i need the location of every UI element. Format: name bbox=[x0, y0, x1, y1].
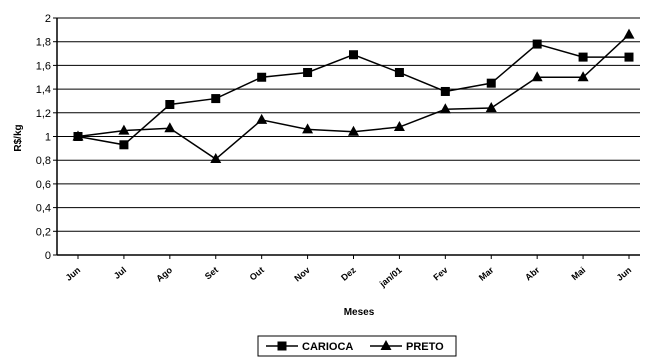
y-tick-label: 1,8 bbox=[36, 37, 51, 49]
y-axis-ticks: 0 0,2 0,4 0,6 0,8 1 1,2 1,4 1,6 1,8 2 bbox=[36, 13, 57, 262]
y-tick-label: 0,6 bbox=[36, 179, 51, 191]
legend-marker-carioca bbox=[277, 341, 287, 351]
data-point-preto bbox=[256, 113, 268, 124]
y-tick-label: 2 bbox=[45, 13, 51, 25]
data-point-preto bbox=[118, 124, 130, 135]
x-axis-ticks: Jun Jul Ago Set Out Nov Dez jan/01 Fev Mar Abr Mai J… bbox=[64, 255, 634, 290]
data-point-preto bbox=[210, 153, 222, 164]
x-tick-label: Fev bbox=[431, 265, 449, 283]
x-tick-label: Out bbox=[248, 265, 266, 283]
y-tick-label: 1,4 bbox=[36, 84, 51, 96]
data-point-carioca bbox=[624, 52, 634, 62]
data-point-carioca bbox=[532, 39, 542, 49]
x-tick-label: jan/01 bbox=[377, 265, 404, 290]
data-point-carioca bbox=[394, 68, 404, 78]
y-tick-label: 0,4 bbox=[36, 203, 51, 215]
x-tick-label: Jun bbox=[64, 265, 83, 283]
grid-lines bbox=[57, 17, 640, 232]
y-tick-label: 1,6 bbox=[36, 60, 51, 72]
y-tick-label: 0,8 bbox=[36, 155, 51, 167]
data-point-preto bbox=[531, 71, 543, 82]
legend-label-preto: PRETO bbox=[406, 341, 444, 353]
data-point-preto bbox=[72, 130, 84, 141]
series-preto bbox=[72, 28, 635, 164]
legend: CARIOCA PRETO bbox=[257, 335, 457, 357]
data-point-preto bbox=[302, 123, 314, 134]
x-tick-label: Ago bbox=[154, 265, 174, 284]
x-tick-label: Jun bbox=[615, 265, 634, 283]
data-point-carioca bbox=[303, 68, 313, 78]
y-tick-label: 1 bbox=[45, 132, 51, 144]
x-tick-label: Abr bbox=[523, 265, 542, 283]
data-point-carioca bbox=[349, 50, 358, 60]
data-point-preto bbox=[348, 125, 359, 136]
legend-box bbox=[257, 335, 457, 357]
data-point-carioca bbox=[257, 72, 267, 82]
data-point-carioca bbox=[486, 78, 496, 88]
y-tick-label: 0,2 bbox=[36, 226, 51, 238]
legend-marker-preto bbox=[380, 340, 392, 350]
data-point-carioca bbox=[578, 52, 588, 62]
x-axis-title: Meses bbox=[344, 307, 375, 318]
x-tick-label: Set bbox=[203, 265, 220, 282]
axes bbox=[56, 18, 640, 256]
data-point-preto bbox=[577, 71, 589, 82]
y-tick-label: 0 bbox=[45, 250, 51, 262]
series-layer bbox=[72, 28, 635, 164]
data-point-carioca bbox=[211, 94, 221, 104]
data-point-carioca bbox=[119, 140, 129, 150]
x-tick-label: Mar bbox=[477, 265, 496, 283]
x-tick-label: Jul bbox=[112, 265, 128, 281]
data-point-preto bbox=[485, 102, 497, 113]
x-tick-label: Mai bbox=[569, 265, 587, 282]
x-tick-label: Dez bbox=[339, 265, 358, 283]
data-point-preto bbox=[439, 103, 451, 114]
data-point-carioca bbox=[165, 100, 175, 110]
data-point-carioca bbox=[440, 86, 450, 96]
x-tick-label: Nov bbox=[292, 265, 311, 284]
legend-label-carioca: CARIOCA bbox=[302, 341, 353, 353]
series-carioca bbox=[73, 39, 634, 150]
y-tick-label: 1,2 bbox=[36, 108, 51, 120]
data-point-preto bbox=[393, 121, 405, 132]
data-point-preto bbox=[164, 122, 176, 133]
data-point-preto bbox=[623, 28, 635, 39]
y-axis-title: R$/kg bbox=[13, 124, 24, 151]
